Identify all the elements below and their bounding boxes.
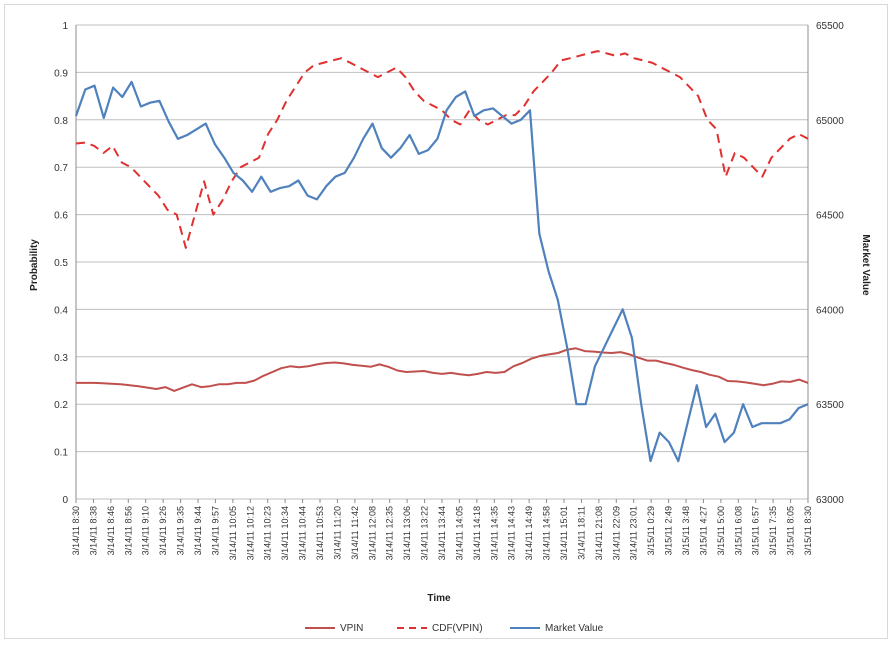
x-tick-label: 3/14/11 14:43 [507, 506, 517, 560]
y-tick-label: 0.7 [54, 163, 68, 174]
x-tick-label: 3/14/11 8:30 [71, 506, 81, 555]
x-tick-label: 3/14/11 15:01 [559, 506, 569, 560]
x-tick-label: 3/14/11 14:58 [542, 506, 552, 560]
x-tick-label: 3/14/11 14:05 [454, 506, 464, 560]
x-tick-label: 3/14/11 11:42 [350, 506, 360, 560]
x-tick-label: 3/14/11 10:05 [228, 506, 238, 560]
y-tick-label: 0.9 [54, 68, 68, 79]
x-tick-label: 3/14/11 8:46 [106, 506, 116, 555]
y-tick-label: 0.4 [54, 305, 68, 316]
x-axis-ticks: 3/14/11 8:30 3/14/11 8:38 3/14/11 8:46 3/14… [71, 499, 813, 560]
series-line-market-value [74, 80, 809, 463]
x-tick-label: 3/14/11 9:57 [210, 506, 220, 555]
x-tick-label: 3/14/11 9:44 [193, 506, 203, 555]
y-tick-label: 0.6 [54, 211, 68, 222]
y-tick-label: 1 [62, 21, 68, 32]
legend-label: VPIN [340, 623, 363, 634]
left-axis-ticks: 0 0.1 0.2 0.3 0.4 0.5 0.6 0.7 0.8 0.9 1 [54, 21, 68, 506]
legend: VPIN CDF(VPIN) Market Value [305, 623, 604, 634]
x-tick-label: 3/14/11 8:56 [123, 506, 133, 555]
y-axis-title: Probability [29, 239, 40, 291]
y-tick-label: 0.2 [54, 400, 68, 411]
x-tick-label: 3/15/11 3:48 [681, 506, 691, 555]
x-tick-label: 3/14/11 13:06 [402, 506, 412, 560]
x-tick-label: 3/14/11 10:44 [298, 506, 308, 560]
x-tick-label: 3/14/11 13:22 [420, 506, 430, 560]
legend-label: Market Value [545, 623, 604, 634]
x-tick-label: 3/15/11 4:27 [698, 506, 708, 555]
series-layer [74, 50, 809, 463]
x-tick-label: 3/14/11 10:23 [263, 506, 273, 560]
x-tick-label: 3/14/11 9:35 [176, 506, 186, 555]
x-tick-label: 3/14/11 22:09 [611, 506, 621, 560]
line-chart: 0 0.1 0.2 0.3 0.4 0.5 0.6 0.7 0.8 0.9 1 63000 63500… [29, 21, 871, 634]
chart-frame: 0 0.1 0.2 0.3 0.4 0.5 0.6 0.7 0.8 0.9 1 63000 63500… [4, 4, 888, 639]
y-tick-label: 0.1 [54, 448, 68, 459]
x-tick-label: 3/14/11 14:49 [524, 506, 534, 560]
x-tick-label: 3/14/11 10:34 [280, 506, 290, 560]
y2-tick-label: 64500 [816, 211, 844, 222]
x-tick-label: 3/14/11 12:08 [367, 506, 377, 560]
right-axis-ticks: 63000 63500 64000 64500 65000 65500 [816, 21, 844, 506]
x-tick-label: 3/15/11 7:35 [768, 506, 778, 555]
y2-tick-label: 64000 [816, 305, 844, 316]
x-tick-label: 3/14/11 12:35 [385, 506, 395, 560]
y2-tick-label: 65000 [816, 116, 844, 127]
x-tick-label: 3/15/11 6:08 [733, 506, 743, 555]
y2-axis-title: Market Value [860, 234, 871, 296]
x-tick-label: 3/14/11 21:08 [594, 506, 604, 560]
y-tick-label: 0.8 [54, 116, 68, 127]
x-tick-label: 3/15/11 2:49 [664, 506, 674, 555]
x-axis-title: Time [427, 593, 451, 604]
y-tick-label: 0.5 [54, 258, 68, 269]
y2-tick-label: 63000 [816, 495, 844, 506]
x-tick-label: 3/14/11 23:01 [629, 506, 639, 560]
x-tick-label: 3/15/11 8:30 [803, 506, 813, 555]
x-tick-label: 3/14/11 9:26 [158, 506, 168, 555]
x-tick-label: 3/14/11 11:20 [332, 506, 342, 560]
x-tick-label: 3/14/11 18:11 [576, 506, 586, 560]
x-tick-label: 3/14/11 14:18 [472, 506, 482, 560]
x-tick-label: 3/14/11 8:38 [88, 506, 98, 555]
x-tick-label: 3/14/11 10:12 [245, 506, 255, 560]
x-tick-label: 3/14/11 13:44 [437, 506, 447, 560]
series-line-vpin [76, 347, 809, 392]
legend-label: CDF(VPIN) [432, 623, 483, 634]
y2-tick-label: 65500 [816, 21, 844, 32]
x-tick-label: 3/14/11 14:35 [489, 506, 499, 560]
y-tick-label: 0.3 [54, 353, 68, 364]
x-tick-label: 3/15/11 0:29 [646, 506, 656, 555]
gridlines [75, 24, 809, 500]
x-tick-label: 3/15/11 6:57 [751, 506, 761, 555]
x-tick-label: 3/14/11 10:53 [315, 506, 325, 560]
x-tick-label: 3/15/11 5:00 [716, 506, 726, 555]
x-tick-label: 3/14/11 9:10 [141, 506, 151, 555]
series-line-cdf-vpin [75, 50, 809, 249]
y-tick-label: 0 [62, 495, 68, 506]
y2-tick-label: 63500 [816, 400, 844, 411]
x-tick-label: 3/15/11 8:05 [786, 506, 796, 555]
